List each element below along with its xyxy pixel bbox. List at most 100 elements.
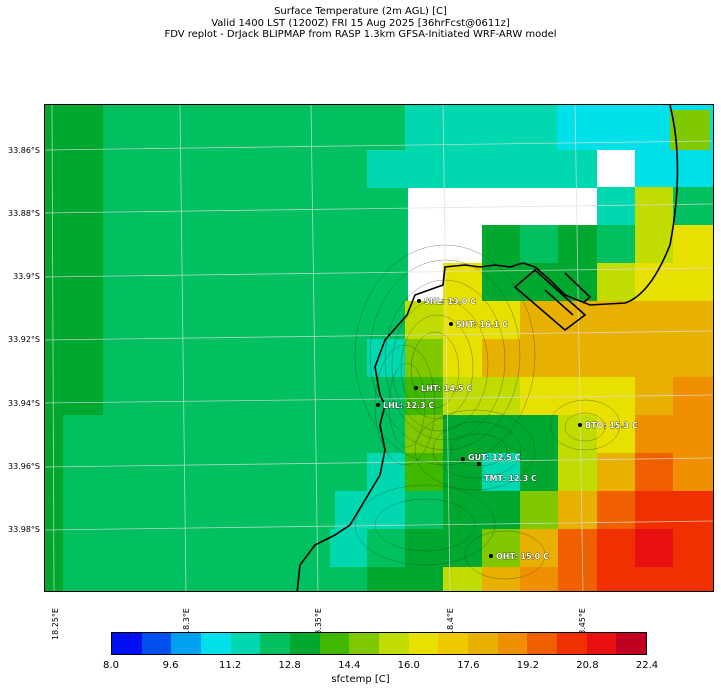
- colorbar-swatch: [527, 633, 558, 654]
- station-label: BTO: 15.3 C: [585, 421, 638, 430]
- colorbar-tick-label: 9.6: [162, 660, 179, 671]
- temp-cell: [443, 491, 483, 529]
- station-label: SHT: 16.1 C: [456, 320, 508, 329]
- colorbar-swatch: [408, 633, 439, 654]
- temp-cell: [520, 453, 560, 491]
- station-marker[interactable]: [417, 299, 421, 303]
- temp-cell: [558, 225, 598, 263]
- temp-cell: [635, 225, 673, 263]
- lat-label-33-9: 33.9°S: [13, 272, 40, 281]
- lat-label-33-88: 33.88°S: [8, 209, 40, 218]
- colorbar: [111, 632, 647, 655]
- temp-cell: [558, 567, 598, 591]
- temp-cell: [597, 491, 635, 529]
- lat-label-33-92: 33.92°S: [8, 335, 40, 344]
- temp-cell: [367, 529, 407, 569]
- temp-cell: [520, 263, 598, 303]
- colorbar-tick-label: 8.0: [103, 660, 119, 671]
- temp-cell: [520, 377, 597, 415]
- temp-cell: [482, 377, 522, 415]
- temp-cell: [635, 415, 673, 453]
- colorbar-swatch: [171, 633, 202, 654]
- temp-cell: [482, 567, 522, 591]
- temp-cell: [673, 187, 713, 225]
- temp-cell: [558, 415, 598, 453]
- temp-cell: [335, 491, 405, 529]
- temperature-map[interactable]: SHL: 13.0 C SHT: 16.1 C LHT: 14.5 C LHL: 12…: [44, 104, 714, 592]
- temp-cell: [520, 225, 560, 263]
- temp-cell: [635, 529, 673, 569]
- colorbar-tick-label: 12.8: [278, 660, 301, 671]
- temp-cell: [635, 187, 673, 225]
- temp-cell: [482, 263, 522, 303]
- temp-cell: [673, 453, 713, 491]
- temp-cell: [520, 529, 560, 569]
- colorbar-tick-label: 14.4: [338, 660, 361, 671]
- temp-cell: [482, 529, 522, 569]
- colorbar-swatch: [260, 633, 291, 654]
- lat-lon-grid: [45, 105, 713, 591]
- temp-cell: [443, 339, 483, 377]
- map-title: Surface Temperature (2m AGL) [C]: [274, 6, 447, 17]
- temp-cell: [443, 377, 483, 415]
- station-label: LHL: 12.3 C: [383, 401, 434, 410]
- station-label: LHT: 14.5 C: [421, 384, 472, 393]
- temp-cell: [558, 529, 598, 569]
- temp-cell: [673, 225, 713, 263]
- station-marker[interactable]: [489, 554, 493, 558]
- temp-cell: [673, 529, 713, 569]
- colorbar-swatch: [497, 633, 528, 654]
- temp-cell: [482, 301, 522, 339]
- colorbar-tick-label: 20.8: [576, 660, 599, 671]
- station-label: OHT: 15.0 C: [496, 552, 549, 561]
- temp-cell: [597, 225, 635, 263]
- temp-cell: [635, 301, 713, 339]
- lat-label-33-94: 33.94°S: [8, 399, 40, 408]
- temp-cell: [520, 415, 560, 453]
- temp-cell: [482, 225, 520, 263]
- station-marker[interactable]: [461, 457, 465, 461]
- coastline: [296, 105, 679, 591]
- temp-cell: [635, 491, 713, 529]
- map-valid-time: Valid 1400 LST (1200Z) FRI 15 Aug 2025 […: [211, 18, 510, 29]
- temp-cell: [367, 150, 597, 188]
- station-marker[interactable]: [477, 462, 481, 466]
- station-marker[interactable]: [449, 322, 453, 326]
- temp-cell: [520, 339, 635, 377]
- lon-label-18-25: 18.25°E: [51, 608, 60, 640]
- colorbar-swatch: [230, 633, 261, 654]
- temp-cell: [63, 415, 103, 591]
- temperature-grid: [45, 105, 713, 591]
- colorbar-tick-label: 16.0: [397, 660, 420, 671]
- temp-cell: [635, 339, 713, 377]
- colorbar-swatch: [349, 633, 380, 654]
- temp-cell: [673, 263, 713, 303]
- temp-cell: [520, 567, 560, 591]
- station-marker[interactable]: [414, 386, 418, 390]
- colorbar-swatch: [616, 633, 647, 654]
- station-marker[interactable]: [578, 423, 582, 427]
- colorbar-swatch: [319, 633, 350, 654]
- temp-cell: [405, 491, 445, 529]
- temp-cell: [673, 415, 713, 453]
- colorbar-swatch: [557, 633, 587, 654]
- temp-cell: [367, 453, 405, 491]
- temp-cell: [367, 567, 444, 591]
- colorbar-swatch: [201, 633, 231, 654]
- temp-cell: [597, 453, 635, 491]
- temp-cell: [597, 567, 673, 591]
- temp-cell: [635, 263, 673, 303]
- colorbar-swatch: [379, 633, 409, 654]
- map-source: FDV replot - DrJack BLIPMAP from RASP 1.…: [164, 29, 557, 40]
- lon-label-18-4: 18.4°E: [446, 608, 455, 635]
- colorbar-swatch: [586, 633, 617, 654]
- colorbar-tick-label: 17.6: [457, 660, 480, 671]
- station-label: GUT: 12.5 C: [468, 453, 521, 462]
- station-label: TMT: 12.3 C: [484, 474, 537, 483]
- station-marker[interactable]: [376, 403, 380, 407]
- colorbar-swatch: [112, 633, 142, 654]
- temp-cell: [405, 339, 445, 377]
- lat-label-33-96: 33.96°S: [8, 462, 40, 471]
- temp-cell: [482, 339, 522, 377]
- temp-cell: [673, 567, 713, 591]
